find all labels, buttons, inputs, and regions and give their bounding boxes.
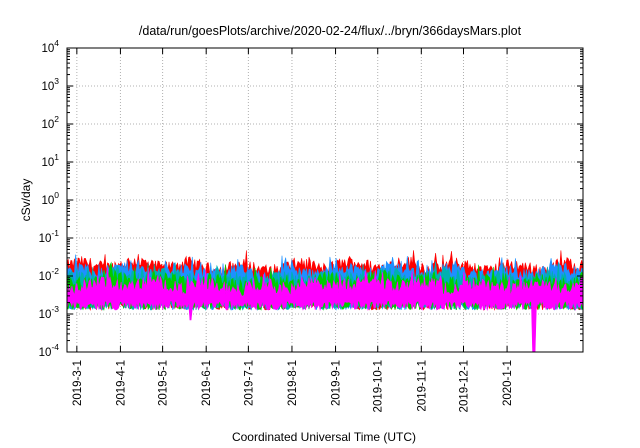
y-tick-label: 102 [41, 114, 59, 131]
x-tick-label: 2019-3-1 [72, 360, 84, 406]
x-tick-label: 2019-4-1 [115, 360, 127, 406]
y-tick-label: 10-2 [39, 266, 60, 283]
x-tick-label: 2020-1-1 [502, 360, 514, 406]
y-tick-label: 10-3 [39, 304, 60, 321]
x-tick-label: 2019-7-1 [243, 360, 255, 406]
y-tick-label: 100 [41, 190, 59, 207]
x-tick-label: 2019-8-1 [287, 360, 299, 406]
x-axis-ticks: 2019-3-1 2019-4-1 2019-5-1 2019-6-1 2019-7-1… [72, 48, 514, 412]
x-tick-label: 2019-6-1 [201, 360, 213, 406]
x-tick-label: 2019-10-1 [373, 360, 385, 412]
chart-title: /data/run/goesPlots/archive/2020-02-24/f… [139, 24, 522, 38]
y-tick-label: 10-1 [39, 228, 60, 245]
y-tick-label: 104 [41, 38, 59, 55]
y-tick-label: 10-4 [39, 342, 60, 359]
y-tick-label: 103 [41, 76, 59, 93]
y-axis-ticks: 10-4 10-3 10-2 10-1 100 101 102 103 104 [39, 38, 583, 359]
y-tick-label: 101 [41, 152, 59, 169]
x-axis-label: Coordinated Universal Time (UTC) [232, 430, 416, 444]
x-tick-label: 2019-12-1 [458, 360, 470, 412]
x-tick-label: 2019-5-1 [158, 360, 170, 406]
x-tick-label: 2019-9-1 [331, 360, 343, 406]
data-series [66, 250, 584, 353]
x-tick-label: 2019-11-1 [416, 360, 428, 412]
y-axis-label: cSv/day [19, 179, 33, 222]
